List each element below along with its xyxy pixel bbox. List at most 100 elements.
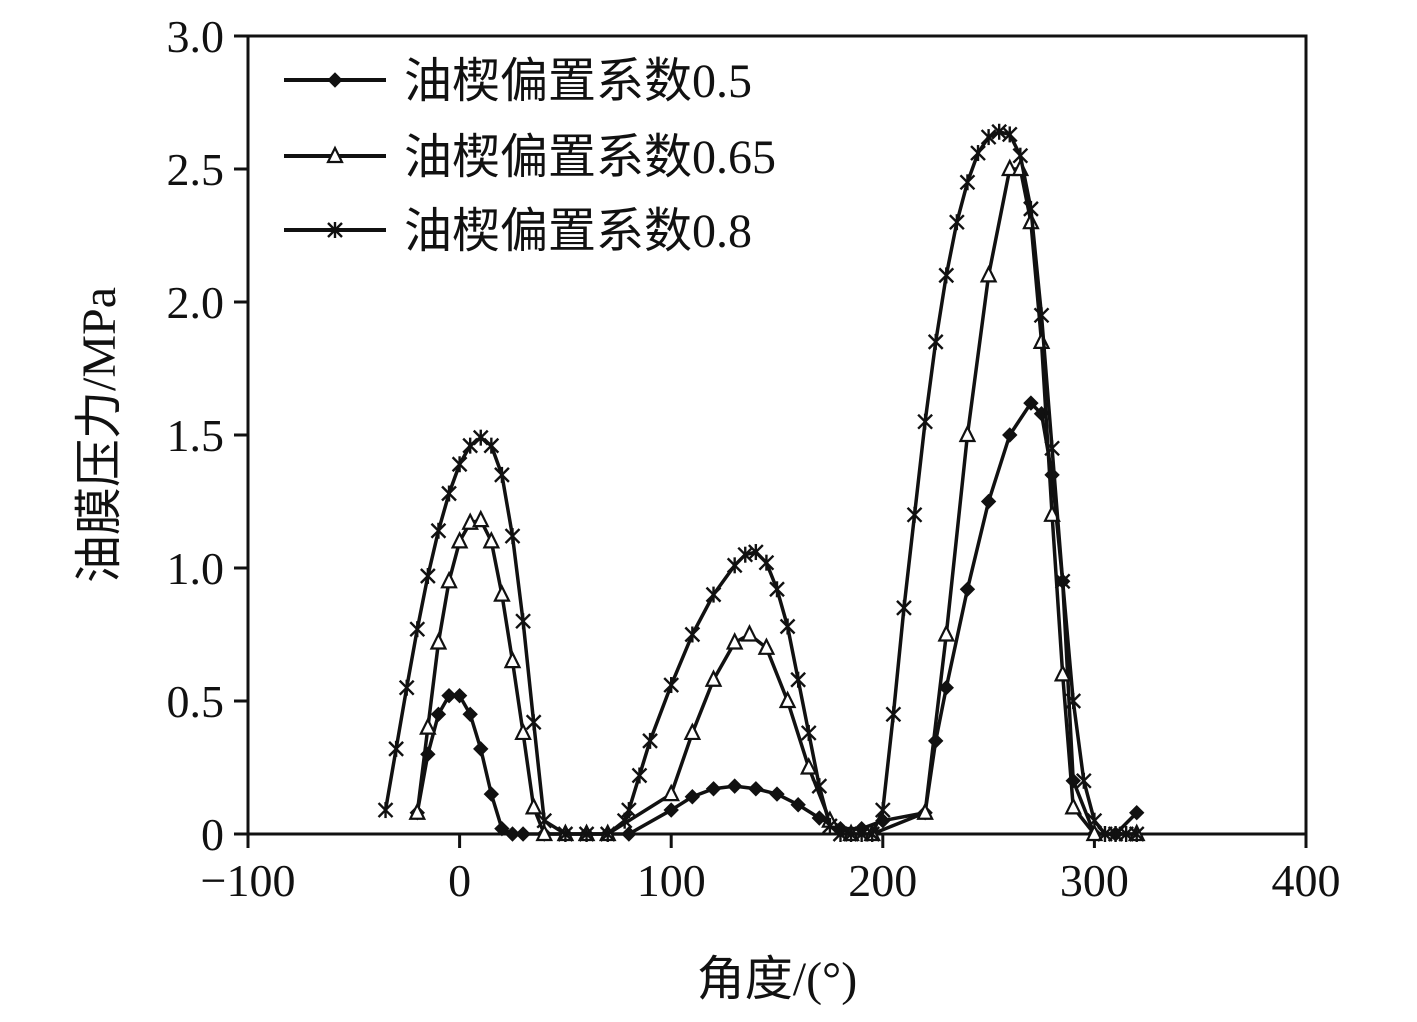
x-axis-title: 角度/(°) — [697, 953, 858, 1006]
data-point — [663, 677, 680, 694]
data-point — [462, 437, 479, 454]
series-3 — [377, 123, 1145, 842]
data-point — [800, 724, 817, 741]
data-point — [683, 722, 702, 741]
data-point — [483, 786, 500, 802]
data-point — [621, 826, 637, 842]
data-point — [725, 632, 744, 650]
data-point — [980, 129, 997, 146]
data-point — [959, 174, 976, 191]
y-tick-label: 2.0 — [167, 277, 225, 328]
data-point — [1065, 693, 1082, 709]
data-point — [621, 802, 637, 819]
legend-item-3: 油楔偏置系数0.8 — [284, 205, 752, 258]
data-point — [408, 802, 427, 820]
data-point — [631, 767, 648, 784]
data-point — [1085, 823, 1104, 842]
data-point — [1053, 663, 1072, 682]
data-point — [441, 687, 457, 704]
data-point — [758, 554, 775, 571]
data-point — [1054, 573, 1071, 590]
data-point — [440, 570, 458, 589]
data-point — [515, 826, 531, 842]
data-point — [430, 706, 447, 723]
y-axis: 0 0.5 1.0 1.5 2.0 2.5 3.0 — [167, 11, 248, 860]
data-point — [1033, 307, 1050, 324]
series-layer — [377, 123, 1146, 842]
data-point — [705, 781, 722, 797]
data-point — [462, 706, 478, 723]
data-point — [409, 621, 426, 638]
data-point — [980, 493, 997, 510]
data-point — [420, 567, 436, 584]
y-tick-label: 2.5 — [167, 144, 225, 195]
data-point — [799, 757, 818, 775]
data-point — [938, 267, 955, 284]
data-point — [377, 802, 394, 819]
legend: 油楔偏置系数0.5 油楔偏置系数0.65 油楔偏置系数0.8 — [284, 55, 776, 258]
data-point — [811, 778, 828, 795]
data-point — [430, 522, 447, 539]
data-point — [949, 214, 965, 231]
data-point — [642, 732, 658, 749]
data-point — [874, 802, 891, 819]
data-point — [494, 820, 510, 837]
data-point — [927, 333, 944, 350]
legend-item-1: 油楔偏置系数0.5 — [284, 55, 752, 108]
data-point — [473, 741, 489, 757]
x-tick-label: 400 — [1272, 855, 1341, 906]
data-point — [779, 618, 796, 635]
legend-label: 油楔偏置系数0.5 — [404, 55, 752, 108]
data-point — [769, 581, 785, 598]
legend-label: 油楔偏置系数0.65 — [404, 131, 776, 184]
x-tick-label: 200 — [848, 855, 917, 906]
data-point — [494, 466, 510, 483]
data-point — [419, 717, 437, 735]
data-point — [1012, 147, 1029, 164]
legend-label: 油楔偏置系数0.8 — [404, 205, 752, 258]
data-point — [684, 626, 701, 643]
data-point — [483, 437, 500, 454]
data-point — [1075, 772, 1092, 789]
data-point — [778, 690, 797, 709]
data-point — [503, 650, 522, 669]
data-point — [471, 509, 490, 528]
y-tick-label: 0 — [201, 809, 224, 860]
data-point — [504, 826, 521, 842]
data-point — [1064, 796, 1083, 815]
data-point — [811, 810, 828, 826]
data-point — [896, 599, 912, 616]
data-point — [937, 624, 956, 642]
legend-marker — [327, 72, 343, 88]
data-point — [864, 826, 881, 842]
data-point — [1086, 812, 1103, 829]
legend-marker — [326, 145, 344, 164]
data-point — [1129, 805, 1145, 821]
legend-marker — [327, 222, 343, 238]
data-point — [451, 456, 468, 473]
data-point — [451, 687, 468, 704]
data-point — [429, 632, 448, 650]
data-point — [958, 424, 977, 443]
data-point — [472, 429, 489, 446]
data-point — [740, 624, 759, 642]
data-point — [514, 722, 532, 741]
data-point — [748, 781, 764, 797]
data-point — [705, 586, 722, 603]
data-point — [525, 714, 542, 731]
data-point — [790, 797, 806, 813]
data-point — [504, 528, 521, 545]
data-point — [1044, 440, 1060, 457]
series-2 — [408, 158, 1146, 842]
data-point — [599, 826, 616, 842]
y-tick-label: 1.0 — [167, 543, 225, 594]
data-point — [704, 669, 723, 687]
data-point — [979, 264, 998, 283]
data-point — [1023, 395, 1039, 411]
data-point — [524, 796, 543, 815]
y-tick-label: 3.0 — [167, 11, 225, 62]
data-point — [885, 706, 902, 723]
x-tick-label: 0 — [448, 855, 471, 906]
data-point — [1128, 826, 1145, 842]
